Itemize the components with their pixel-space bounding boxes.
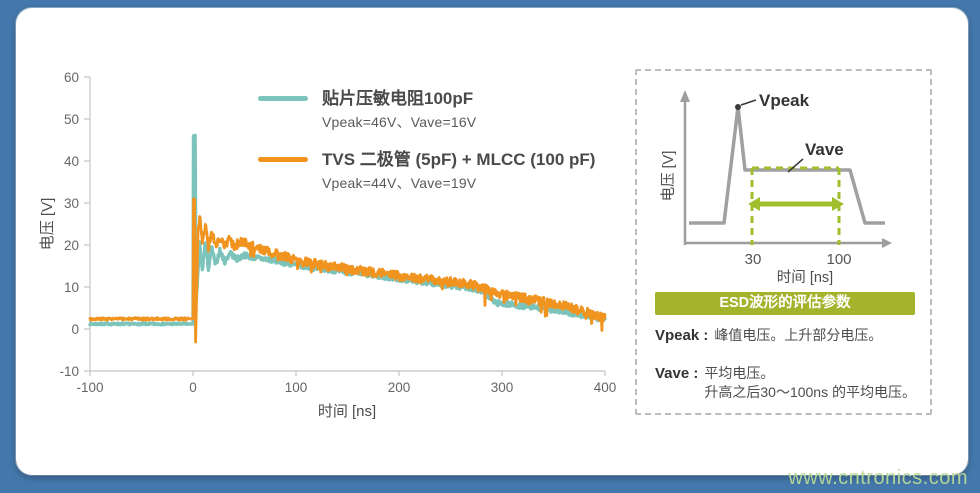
tvs-mlcc-line-swatch	[258, 157, 308, 162]
vpeak-description: 峰值电压。上升部分电压。	[714, 327, 883, 343]
watermark: www.cntronics.com	[788, 467, 968, 489]
y-tick-label: 0	[71, 322, 79, 337]
y-tick-label: 20	[64, 238, 79, 253]
vpeak-marker-dot	[735, 104, 741, 110]
y-tick-label: 30	[64, 196, 79, 211]
vpeak-pointer-line	[740, 99, 757, 106]
mini-xtick-100: 100	[826, 251, 851, 268]
vave-callout: Vave	[805, 140, 844, 159]
waveform-series	[88, 133, 607, 344]
x-tick-label: -100	[76, 380, 103, 395]
legend-entry-varistor: 贴片压敏电阻100pF Vpeak=46V、Vave=16V	[258, 88, 595, 132]
tvs-mlcc-label: TVS 二极管 (5pF) + MLCC (100 pF)	[322, 150, 596, 169]
x-axis-title: 时间 [ns]	[318, 403, 376, 420]
legend-entry-tvs-mlcc: TVS 二极管 (5pF) + MLCC (100 pF) Vpeak=44V、…	[258, 149, 595, 193]
vave-pointer-line	[787, 158, 804, 173]
ideal-esd-waveform	[689, 105, 885, 225]
mini-x-axis-arrow	[882, 238, 892, 248]
vpeak-definition: Vpeak : 峰值电压。上升部分电压。	[655, 326, 882, 345]
esd-waveform-diagram: Vpeak Vave 30 100 时间 [ns] 电压 [V]	[660, 90, 892, 286]
varistor-line-swatch	[258, 96, 308, 101]
x-tick-label: 200	[388, 380, 411, 395]
mini-xtick-30: 30	[745, 251, 762, 268]
vpeak-callout: Vpeak	[759, 91, 810, 110]
y-tick-label: 40	[64, 154, 79, 169]
vave-definition: Vave : 平均电压。 升高之后30～100ns 的平均电压。	[655, 364, 916, 402]
legend: 贴片压敏电阻100pF Vpeak=46V、Vave=16V TVS 二极管 (…	[258, 88, 595, 193]
varistor-values: Vpeak=46V、Vave=16V	[322, 114, 477, 130]
vave-description-line1: 平均电压。	[704, 365, 775, 381]
y-axis-title: 电压 [V]	[39, 198, 56, 251]
y-tick-label: 50	[64, 112, 79, 127]
y-tick-label: 10	[64, 280, 79, 295]
varistor-label: 贴片压敏电阻100pF	[322, 89, 474, 108]
mini-y-axis-arrow	[680, 90, 690, 102]
y-tick-label: -10	[59, 364, 79, 379]
vpeak-term: Vpeak :	[655, 327, 709, 344]
x-tick-label: 0	[189, 380, 197, 395]
tvs-mlcc-values: Vpeak=44V、Vave=19V	[322, 175, 477, 191]
window-span-arrow	[748, 197, 844, 211]
y-tick-label: 60	[64, 70, 79, 85]
x-tick-label: 400	[594, 380, 617, 395]
vave-description-line2: 升高之后30～100ns 的平均电压。	[704, 384, 916, 400]
mini-x-axis-title: 时间 [ns]	[777, 269, 833, 286]
panel-heading-banner: ESD波形的评估参数	[655, 292, 915, 315]
mini-y-axis-title: 电压 [V]	[660, 151, 677, 202]
x-tick-label: 300	[491, 380, 514, 395]
vave-term: Vave :	[655, 365, 699, 382]
esd-parameter-panel: Vpeak Vave 30 100 时间 [ns] 电压 [V] ESD波形的评…	[635, 69, 932, 415]
x-tick-label: 100	[285, 380, 308, 395]
series-line-1	[88, 197, 607, 344]
